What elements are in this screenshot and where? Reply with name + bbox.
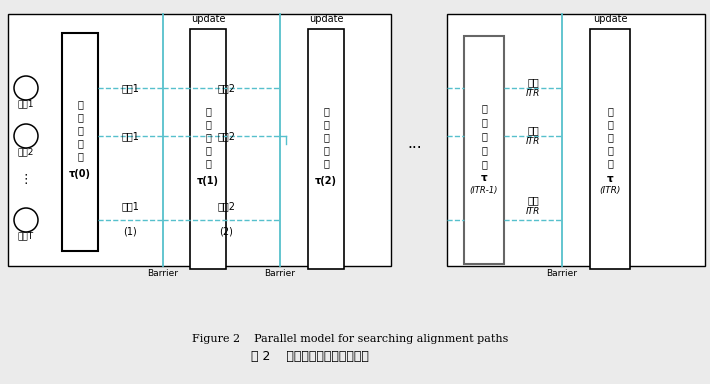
Text: 进化2: 进化2 bbox=[217, 131, 236, 141]
Text: 信: 信 bbox=[607, 106, 613, 116]
Text: Barrier: Barrier bbox=[547, 270, 577, 278]
Text: 阵: 阵 bbox=[205, 158, 211, 168]
Text: 进化1: 进化1 bbox=[121, 131, 139, 141]
Text: 素: 素 bbox=[323, 132, 329, 142]
Text: (ITR-1): (ITR-1) bbox=[470, 185, 498, 195]
Text: τ(2): τ(2) bbox=[315, 176, 337, 186]
Text: ITR: ITR bbox=[526, 136, 540, 146]
Bar bbox=[447, 14, 705, 266]
Text: ...: ... bbox=[408, 136, 422, 152]
Bar bbox=[62, 33, 98, 251]
Text: 进化: 进化 bbox=[527, 125, 539, 135]
Text: 素: 素 bbox=[77, 125, 83, 135]
Text: update: update bbox=[593, 14, 627, 24]
Text: 进化2: 进化2 bbox=[217, 83, 236, 93]
Text: Barrier: Barrier bbox=[148, 270, 178, 278]
Text: update: update bbox=[309, 14, 343, 24]
Bar bbox=[190, 29, 226, 269]
Text: 信: 信 bbox=[205, 106, 211, 116]
Text: τ(0): τ(0) bbox=[69, 169, 91, 179]
Text: 进化2: 进化2 bbox=[217, 201, 236, 211]
Bar bbox=[0, 9, 710, 329]
Text: Figure 2    Parallel model for searching alignment paths: Figure 2 Parallel model for searching al… bbox=[192, 334, 508, 344]
Text: 进化1: 进化1 bbox=[121, 201, 139, 211]
Text: ITR: ITR bbox=[526, 88, 540, 98]
Text: 息: 息 bbox=[323, 119, 329, 129]
Text: τ: τ bbox=[481, 173, 487, 183]
Text: 息: 息 bbox=[607, 119, 613, 129]
Text: ⋮: ⋮ bbox=[20, 174, 32, 187]
Text: update: update bbox=[191, 14, 225, 24]
Text: 图 2    搜索比对路径并行化模型: 图 2 搜索比对路径并行化模型 bbox=[251, 351, 369, 364]
Text: τ: τ bbox=[606, 174, 613, 184]
Text: 线程1: 线程1 bbox=[18, 99, 34, 109]
Text: 素: 素 bbox=[481, 131, 487, 141]
Circle shape bbox=[14, 124, 38, 148]
Text: 矩: 矩 bbox=[481, 145, 487, 155]
Bar bbox=[590, 29, 630, 269]
Bar bbox=[464, 36, 504, 264]
Text: 矩: 矩 bbox=[607, 145, 613, 155]
Text: 息: 息 bbox=[481, 117, 487, 127]
Text: 线程T: 线程T bbox=[18, 232, 34, 240]
Text: 线程2: 线程2 bbox=[18, 147, 34, 157]
Text: 阵: 阵 bbox=[77, 151, 83, 161]
Text: 进化1: 进化1 bbox=[121, 83, 139, 93]
Text: 阵: 阵 bbox=[607, 158, 613, 168]
Text: 信: 信 bbox=[323, 106, 329, 116]
Text: 矩: 矩 bbox=[77, 138, 83, 148]
Text: (2): (2) bbox=[219, 227, 234, 237]
Text: 阵: 阵 bbox=[481, 159, 487, 169]
Text: 矩: 矩 bbox=[205, 145, 211, 155]
Text: ITR: ITR bbox=[526, 207, 540, 215]
Text: 息: 息 bbox=[77, 112, 83, 122]
Circle shape bbox=[14, 208, 38, 232]
Bar bbox=[308, 29, 344, 269]
Text: 素: 素 bbox=[607, 132, 613, 142]
Circle shape bbox=[14, 76, 38, 100]
Text: (1): (1) bbox=[124, 227, 137, 237]
Text: 进化: 进化 bbox=[527, 77, 539, 87]
Text: 信: 信 bbox=[77, 99, 83, 109]
Text: Barrier: Barrier bbox=[265, 270, 295, 278]
Text: 阵: 阵 bbox=[323, 158, 329, 168]
Text: 进化: 进化 bbox=[527, 195, 539, 205]
Text: 素: 素 bbox=[205, 132, 211, 142]
Text: τ(1): τ(1) bbox=[197, 176, 219, 186]
Text: 信: 信 bbox=[481, 103, 487, 113]
Bar bbox=[8, 14, 391, 266]
Text: (ITR): (ITR) bbox=[599, 187, 621, 195]
Text: 矩: 矩 bbox=[323, 145, 329, 155]
Text: 息: 息 bbox=[205, 119, 211, 129]
